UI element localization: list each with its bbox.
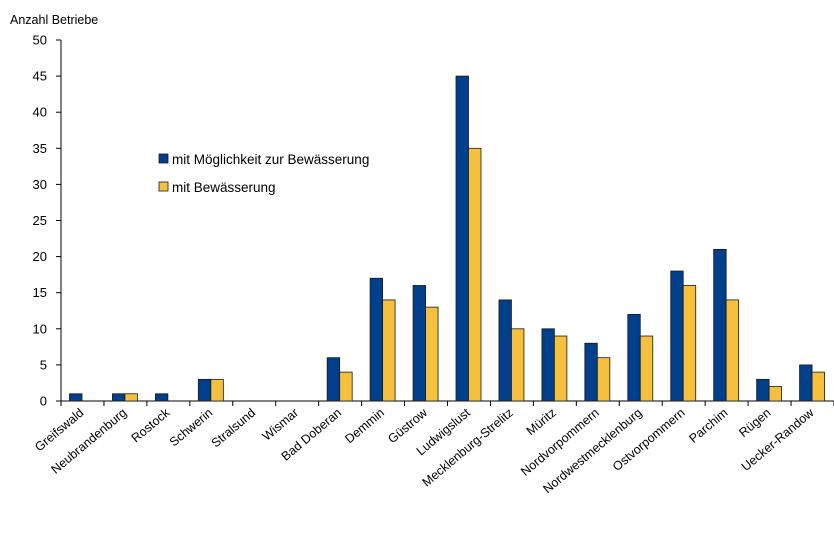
y-tick-label: 20 [33,249,47,264]
bar-moeglichkeit-10 [498,299,512,402]
x-tick-label: Demmin [342,406,387,447]
bar-moeglichkeit-3 [197,378,212,402]
bar-moeglichkeit-9 [455,75,469,402]
y-axis: 0 5 10 15 20 25 30 35 40 45 50 [33,33,62,409]
x-tick-label: Wismar [260,406,301,444]
x-tick-label: Schwerin [167,406,215,450]
x-tick-label: Stralsund [209,406,258,451]
bar-bewaesserung-6 [339,371,353,402]
bar-bewaesserung-15 [725,299,740,402]
x-tick-label: Neubrandenburg [48,406,129,477]
y-tick-label: 40 [33,105,47,120]
x-tick-label: Müritz [524,406,559,439]
y-tick-label: 10 [33,321,47,336]
bar-moeglichkeit-17 [799,364,813,402]
legend-label: mit Möglichkeit zur Bewässerung [172,152,369,167]
bar-moeglichkeit-13 [627,313,641,402]
bar-moeglichkeit-15 [713,248,727,402]
y-tick-label: 45 [33,69,47,84]
y-axis-label: Anzahl Betriebe [10,13,98,27]
bars [69,75,825,402]
bar-bewaesserung-3 [210,378,224,402]
legend-swatch [158,181,169,192]
bar-moeglichkeit-0 [69,393,83,402]
bar-moeglichkeit-6 [326,357,341,402]
bar-moeglichkeit-12 [584,342,598,402]
y-tick-label: 5 [40,357,47,372]
bar-moeglichkeit-8 [412,285,426,402]
bar-bewaesserung-12 [596,357,611,402]
y-tick-label: 50 [33,33,47,48]
bar-bewaesserung-14 [682,285,697,402]
bar-moeglichkeit-11 [541,328,555,402]
legend: mit Möglichkeit zur Bewässerung mit Bewäs… [158,152,369,195]
x-tick-label: Rügen [736,406,773,440]
bar-moeglichkeit-7 [369,277,384,402]
bar-bewaesserung-9 [468,147,482,402]
x-axis [60,400,834,406]
bar-bewaesserung-11 [553,335,568,402]
bar-moeglichkeit-16 [756,378,770,402]
bar-moeglichkeit-14 [670,270,684,402]
x-tick-label: Parchim [686,406,730,446]
legend-swatch [158,153,169,164]
x-tick-label: Uecker-Randow [739,405,817,474]
bar-bewaesserung-8 [425,306,439,402]
bar-moeglichkeit-2 [154,393,169,402]
bar-bewaesserung-13 [639,335,654,402]
y-tick-label: 0 [40,394,47,409]
bar-bewaesserung-10 [511,328,525,402]
bar-bewaesserung-16 [768,386,783,402]
bar-bewaesserung-7 [382,299,396,402]
y-tick-label: 30 [33,177,47,192]
y-tick-label: 25 [33,213,47,228]
x-tick-label: Ostvorpommern [610,406,688,474]
y-tick-label: 35 [33,141,47,156]
y-tick-label: 15 [33,285,47,300]
bar-bewaesserung-17 [811,371,825,402]
bar-moeglichkeit-1 [112,393,126,402]
bar-bewaesserung-1 [124,393,138,402]
legend-label: mit Bewässerung [172,180,276,195]
